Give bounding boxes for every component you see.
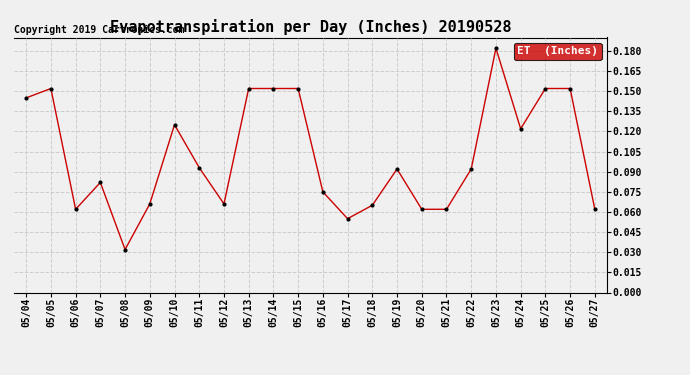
Text: Copyright 2019 Cartronics.com: Copyright 2019 Cartronics.com <box>14 25 184 35</box>
Title: Evapotranspiration per Day (Inches) 20190528: Evapotranspiration per Day (Inches) 2019… <box>110 19 511 35</box>
Legend: ET  (Inches): ET (Inches) <box>514 43 602 60</box>
